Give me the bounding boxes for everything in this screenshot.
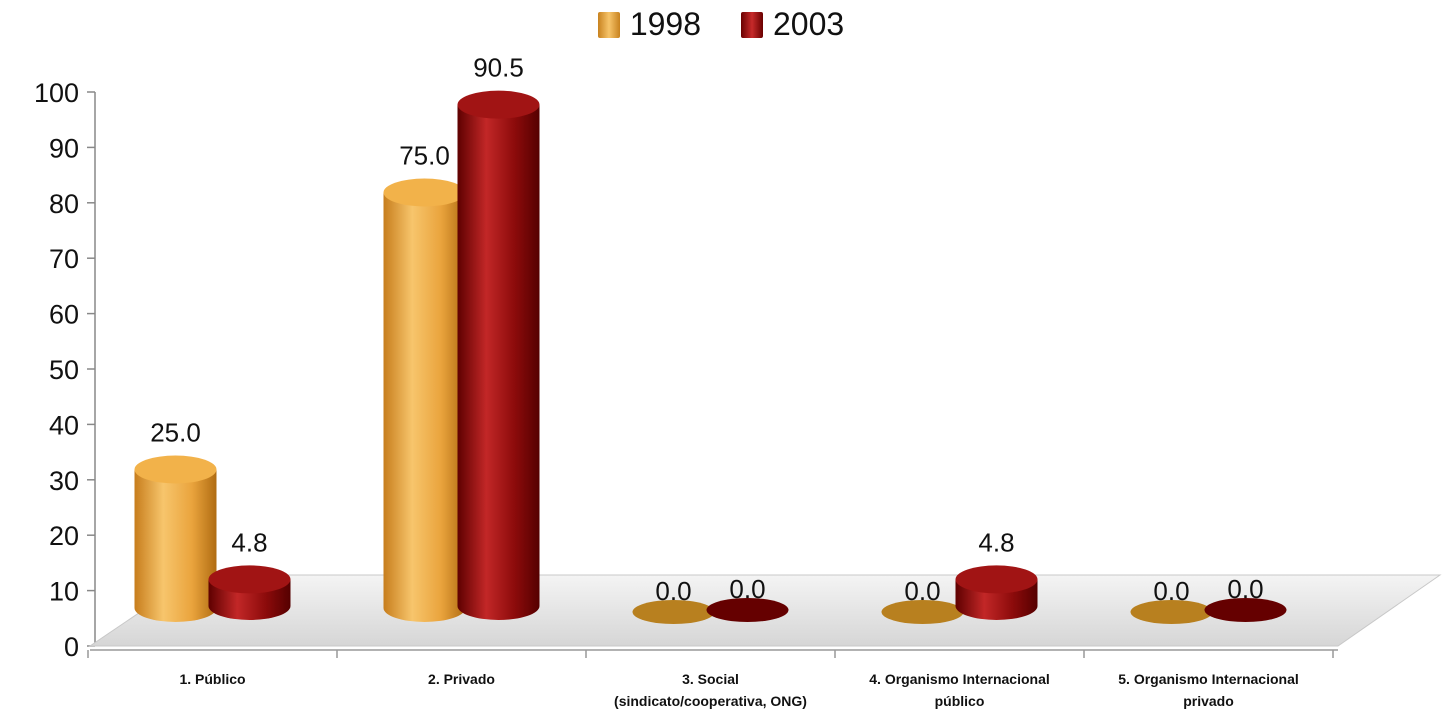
x-category-label: público	[935, 693, 985, 709]
bar-top	[208, 565, 291, 594]
y-tick-label: 20	[49, 521, 79, 551]
bar-2003-1	[208, 565, 291, 621]
bar-label-1998-2: 75.0	[399, 141, 450, 171]
bar-label-2003-1: 4.8	[231, 527, 267, 557]
legend-label-2003: 2003	[773, 6, 845, 42]
y-tick-label: 90	[49, 133, 79, 163]
legend: 1998 2003	[0, 6, 1442, 43]
bar-top	[955, 565, 1038, 594]
bar-2003-5	[1204, 598, 1287, 622]
bar-label-2003-3: 0.0	[729, 574, 765, 604]
bar-1998-5	[1130, 600, 1213, 624]
legend-swatch-2003	[741, 11, 763, 38]
y-tick-label: 60	[49, 300, 79, 330]
bar-1998-2	[383, 178, 466, 622]
bar-label-1998-5: 0.0	[1153, 576, 1189, 606]
legend-label-1998: 1998	[629, 6, 701, 42]
bar-top	[134, 455, 217, 484]
bar-body	[134, 469, 217, 622]
x-category-label: 4. Organismo Internacional	[869, 671, 1050, 687]
bar-2003-4	[955, 565, 1038, 621]
y-tick-label: 0	[64, 632, 79, 662]
bar-1998-4	[881, 600, 964, 624]
bar-label-2003-5: 0.0	[1227, 574, 1263, 604]
x-category-label: (sindicato/cooperativa, ONG)	[614, 693, 807, 709]
bar-2003-2	[457, 90, 540, 621]
bar-1998-3	[632, 600, 715, 624]
bar-label-1998-3: 0.0	[655, 576, 691, 606]
x-category-label: 5. Organismo Internacional	[1118, 671, 1299, 687]
legend-item-1998: 1998	[597, 6, 701, 43]
bar-label-1998-1: 25.0	[150, 418, 201, 448]
legend-item-2003: 2003	[741, 6, 844, 43]
y-tick-label: 70	[49, 244, 79, 274]
x-category-label: privado	[1183, 693, 1234, 709]
bar-label-1998-4: 0.0	[904, 576, 940, 606]
bar-body	[457, 104, 540, 621]
bar-label-2003-4: 4.8	[978, 527, 1014, 557]
y-tick-label: 10	[49, 577, 79, 607]
x-category-label: 3. Social	[682, 671, 739, 687]
bar-label-2003-2: 90.5	[473, 53, 524, 83]
y-tick-label: 100	[34, 78, 79, 108]
bar-1998-1	[134, 455, 217, 622]
y-tick-label: 30	[49, 466, 79, 496]
bar-top	[457, 90, 540, 119]
bar-body	[383, 192, 466, 622]
y-tick-label: 80	[49, 189, 79, 219]
x-category-label: 2. Privado	[428, 671, 495, 687]
x-category-label: 1. Público	[179, 671, 245, 687]
bar-2003-3	[706, 598, 789, 622]
y-tick-label: 40	[49, 410, 79, 440]
y-tick-label: 50	[49, 355, 79, 385]
legend-swatch-1998	[597, 11, 620, 38]
bar-top	[383, 178, 466, 207]
